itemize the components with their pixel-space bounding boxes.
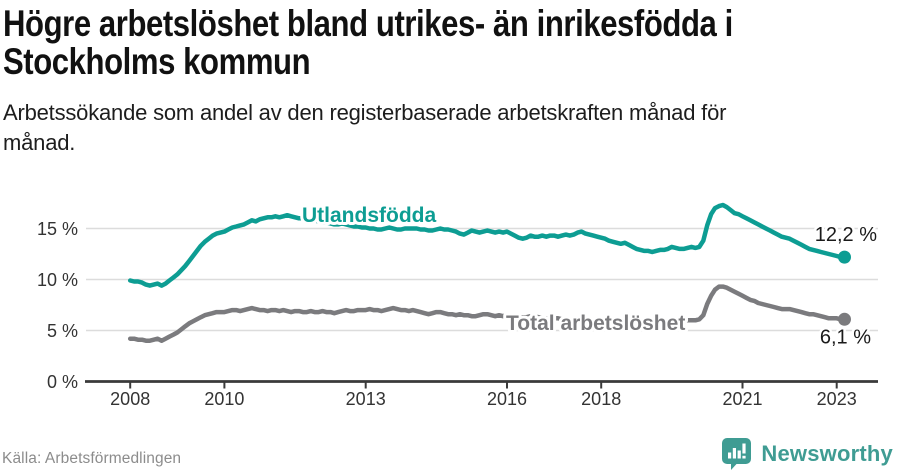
subtitle-line-1: Arbetssökande som andel av den registerb… [3, 100, 727, 125]
chart-subtitle: Arbetssökande som andel av den registerb… [3, 98, 726, 158]
series-end-value-gray: 6,1 % [820, 326, 871, 348]
x-tick-label: 2023 [817, 389, 857, 409]
x-tick-label: 2013 [346, 389, 386, 409]
newsworthy-logo: Newsworthy [721, 437, 893, 470]
newsworthy-bubble-chart-icon [722, 438, 752, 470]
y-tick-label: 10 % [37, 270, 78, 290]
exclamation-stem [742, 443, 747, 454]
series-line-gray [127, 284, 847, 343]
y-tick-label: 15 % [37, 219, 78, 239]
title-line-1: Högre arbetslöshet bland utrikes- än inr… [3, 3, 733, 44]
x-tick-label: 2016 [487, 389, 527, 409]
x-tick-label: 2008 [110, 389, 150, 409]
title-line-2: Stockholms kommun [3, 41, 311, 82]
x-tick-label: 2018 [581, 389, 621, 409]
x-tick-label: 2021 [722, 389, 762, 409]
series-label-gray: Total arbetslöshet [506, 312, 685, 335]
series-label-teal: Utlandsfödda [302, 204, 436, 227]
series-end-dot-teal [838, 250, 851, 264]
newsworthy-wordmark: Newsworthy [761, 440, 893, 466]
series-line-teal [127, 202, 847, 288]
bar-tall [733, 448, 737, 459]
subtitle-line-2: månad. [3, 130, 76, 155]
bar-medium [738, 450, 742, 459]
y-tick-label: 0 % [47, 372, 78, 392]
exclamation-dot [742, 455, 747, 459]
chart-title: Högre arbetslöshet bland utrikes- än inr… [3, 5, 733, 81]
y-tick-label: 5 % [47, 321, 78, 341]
series-end-value-teal: 12,2 % [815, 224, 877, 246]
series-end-dot-gray [838, 312, 851, 326]
x-tick-label: 2010 [204, 389, 244, 409]
bar-small [728, 452, 732, 459]
unemployment-line-chart: 0 % 5 % 10 % 15 % 2008 2010 2013 2016 2018 2021 20… [37, 201, 880, 409]
speech-bubble-shape [722, 438, 752, 470]
source-note: Källa: Arbetsförmedlingen [2, 450, 182, 467]
